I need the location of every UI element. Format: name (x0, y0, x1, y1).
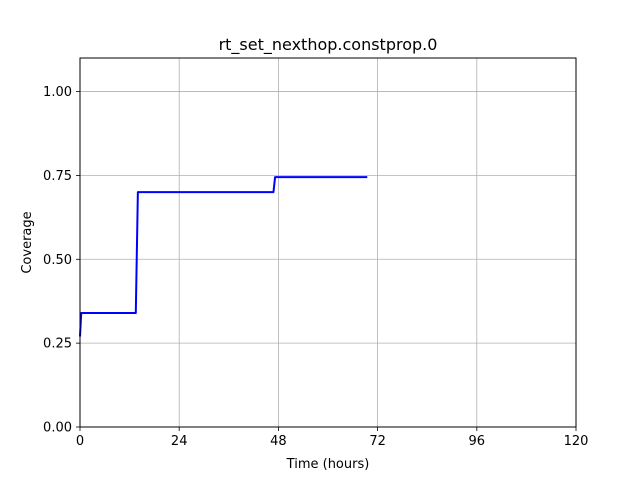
x-tick-label: 48 (270, 434, 287, 449)
x-tick-label: 24 (171, 434, 188, 449)
x-tick-label: 120 (564, 434, 589, 449)
series-layer (79, 176, 368, 337)
coverage-line (79, 176, 368, 337)
chart-title: rt_set_nexthop.constprop.0 (219, 35, 438, 55)
y-axis-ticks: 0.00 0.25 0.50 0.75 1.00 (43, 85, 80, 436)
y-tick-label: 0.00 (43, 421, 72, 436)
y-axis-label: Coverage (20, 211, 35, 273)
y-tick-label: 0.25 (43, 337, 72, 352)
plot-frame (79, 57, 577, 428)
x-tick-label: 96 (469, 434, 486, 449)
y-tick-label: 0.75 (43, 169, 72, 184)
y-tick-label: 1.00 (43, 85, 72, 100)
x-tick-label: 72 (369, 434, 386, 449)
y-tick-label: 0.50 (43, 253, 72, 268)
x-tick-label: 0 (76, 434, 84, 449)
x-axis-label: Time (hours) (286, 457, 370, 472)
x-axis-ticks: 0 24 48 72 96 120 (76, 427, 589, 449)
